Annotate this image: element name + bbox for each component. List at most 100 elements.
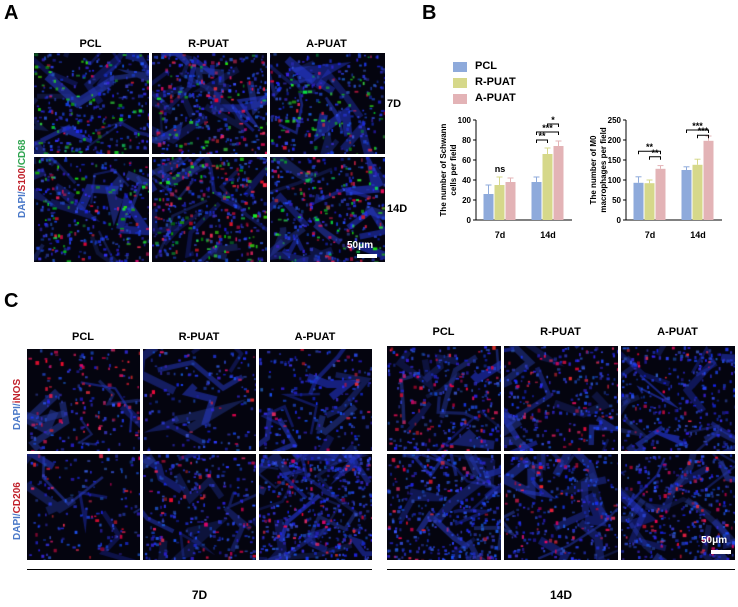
separator-text: / xyxy=(17,191,28,195)
micrograph-apuat-14d xyxy=(270,157,385,262)
y-axis-label: macrophages per field xyxy=(599,127,608,212)
legend-swatch xyxy=(453,78,467,88)
panel-c-col-label: PCL xyxy=(432,326,455,338)
group-divider-14d xyxy=(387,569,735,570)
y-tick-label: 250 xyxy=(608,116,622,125)
panel-c-letter: C xyxy=(4,290,19,312)
cd206-pcl-7d xyxy=(27,454,140,560)
schwann-cells-chart: 0 20 40 60 80 100 The number of Schwann cells p… xyxy=(439,115,572,240)
panel-c-col-label: PCL xyxy=(72,331,94,343)
panel-c-cd206-stain-label: DAPI/CD206 xyxy=(12,482,23,540)
micrograph-rpuat-14d xyxy=(152,157,267,262)
legend-label: R-PUAT xyxy=(475,76,516,88)
panel-a-row-label-14d: 14D xyxy=(387,203,408,215)
micrograph-rpuat-7d xyxy=(152,53,267,154)
significance-bracket xyxy=(697,134,709,139)
cd206-rpuat-7d xyxy=(143,454,256,560)
panel-a-col-label: R-PUAT xyxy=(188,38,229,50)
inos-pcl-14d xyxy=(387,346,501,451)
y-tick-label: 100 xyxy=(458,116,472,125)
cd206-apuat-14d xyxy=(621,454,735,560)
x-tick-label: 7d xyxy=(645,230,656,240)
panel-c-inos-stain-label: DAPI/iNOS xyxy=(12,379,23,430)
group-divider-7d xyxy=(27,569,372,570)
panel-b-charts: 0 20 40 60 80 100 The number of Schwann cells p… xyxy=(439,115,722,240)
bar-r-puat-14d xyxy=(542,154,553,220)
y-axis-label: The number of Schwann xyxy=(439,123,448,216)
m0-macrophages-chart: 0 50 100 150 200 250 The number of M0 macrophag… xyxy=(589,116,722,240)
separator-text: / xyxy=(12,513,23,517)
y-tick-label: 80 xyxy=(462,136,471,145)
inos-text: iNOS xyxy=(12,378,23,404)
bar-r-puat-7d xyxy=(644,183,655,220)
x-tick-label: 14d xyxy=(690,230,706,240)
panel-a-stain-label: DAPI/S100/CD68 xyxy=(17,140,28,218)
significance-label: ns xyxy=(495,164,506,174)
bar-pcl-7d xyxy=(483,194,494,220)
significance-bracket xyxy=(686,129,709,133)
significance-bracket xyxy=(536,139,548,143)
panel-c-col-label: A-PUAT xyxy=(657,326,698,338)
panel-b-letter: B xyxy=(422,2,437,24)
inos-rpuat-14d xyxy=(504,346,618,451)
cd206-rpuat-14d xyxy=(504,454,618,560)
bar-pcl-7d xyxy=(633,182,644,220)
panel-c-col-label: R-PUAT xyxy=(178,331,220,343)
s100-text: S100 xyxy=(17,167,28,192)
dapi-text: DAPI xyxy=(12,406,23,430)
y-tick-label: 0 xyxy=(467,216,472,225)
significance-label: *** xyxy=(698,126,709,136)
significance-label: *** xyxy=(542,123,553,133)
y-tick-label: 0 xyxy=(617,216,622,225)
bar-r-puat-14d xyxy=(692,164,703,220)
micrograph-pcl-14d xyxy=(34,157,149,262)
bar-pcl-14d xyxy=(531,182,542,220)
bar-a-puat-7d xyxy=(505,182,516,220)
significance-label: ** xyxy=(538,131,546,141)
separator-text: / xyxy=(17,165,28,168)
y-tick-label: 20 xyxy=(462,196,471,205)
inos-apuat-14d xyxy=(621,346,735,451)
inos-pcl-7d xyxy=(27,349,140,451)
inos-apuat-7d xyxy=(259,349,372,451)
cd68-text: CD68 xyxy=(17,139,28,166)
panel-a-col-label: PCL xyxy=(79,38,102,50)
panel-a-scale-bar xyxy=(357,254,377,258)
bar-a-puat-14d xyxy=(553,146,564,220)
significance-bracket xyxy=(638,150,661,155)
inos-rpuat-7d xyxy=(143,349,256,451)
significance-label: ** xyxy=(646,142,654,152)
significance-bracket xyxy=(649,156,661,160)
cd206-pcl-14d xyxy=(387,454,501,560)
x-tick-label: 14d xyxy=(540,230,556,240)
significance-bracket xyxy=(547,123,559,127)
y-tick-label: 150 xyxy=(608,156,622,165)
separator-text: / xyxy=(12,403,23,407)
significance-label: * xyxy=(551,115,555,125)
panel-c-scale-bar xyxy=(711,550,731,554)
cd206-apuat-7d xyxy=(259,454,372,560)
panel-a-letter: A xyxy=(4,2,19,24)
y-axis-label: The number of M0 xyxy=(589,135,598,204)
bar-a-puat-14d xyxy=(703,140,714,220)
panel-a-col-label: A-PUAT xyxy=(306,38,347,50)
panel-c-col-label: R-PUAT xyxy=(540,326,581,338)
group-label-14d: 14D xyxy=(549,588,572,602)
panel-a-scale-text: 50μm xyxy=(347,240,374,251)
panel-a-row-label-7d: 7D xyxy=(387,98,402,110)
dapi-text: DAPI xyxy=(17,194,28,218)
group-label-7d: 7D xyxy=(191,588,208,602)
y-tick-label: 40 xyxy=(462,176,471,185)
y-tick-label: 200 xyxy=(608,136,622,145)
dapi-text: DAPI xyxy=(12,516,23,540)
micrograph-pcl-7d xyxy=(34,53,149,154)
legend-swatch xyxy=(453,62,467,72)
bar-r-puat-7d xyxy=(494,185,505,220)
panel-c-col-label: A-PUAT xyxy=(294,331,336,343)
micrograph-apuat-7d xyxy=(270,53,385,154)
x-tick-label: 7d xyxy=(495,230,506,240)
significance-label: ** xyxy=(651,148,659,158)
y-tick-label: 50 xyxy=(612,196,621,205)
legend-label: A-PUAT xyxy=(475,92,516,104)
bar-a-puat-7d xyxy=(655,168,666,220)
